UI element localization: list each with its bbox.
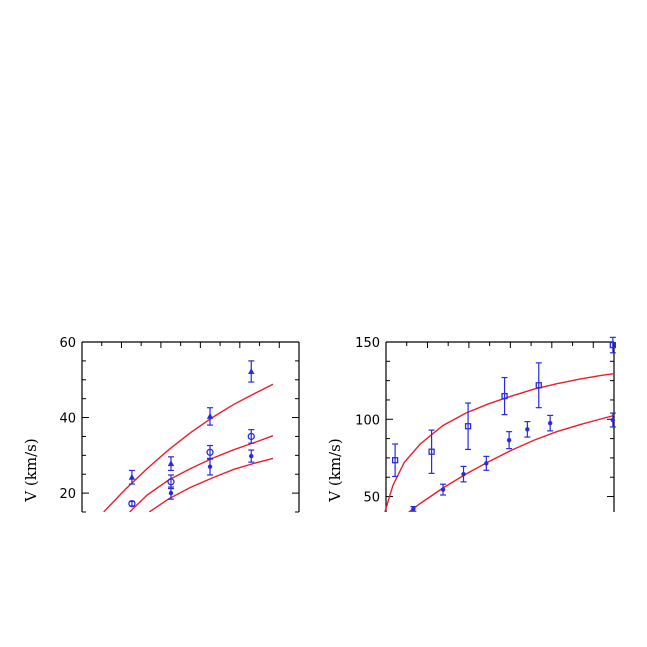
open-circle-marker [128, 500, 136, 508]
left-curves [103, 383, 274, 512]
right-y-tick-label: 100 [355, 413, 380, 428]
open-square-marker [464, 423, 472, 430]
right-model-curve [384, 373, 615, 512]
left-y-tick-label: 40 [59, 412, 76, 427]
right-data-point [609, 412, 616, 428]
open-square-marker [428, 448, 435, 455]
right-data-point [506, 431, 513, 450]
right-model-curve [408, 414, 615, 512]
dot-marker [506, 437, 512, 443]
dot-marker [525, 427, 530, 432]
right-data-point [428, 429, 435, 474]
dot-marker [547, 420, 553, 426]
right-data-point [609, 336, 617, 354]
left-data-point [128, 500, 136, 508]
open-square-marker [501, 392, 508, 400]
left-data-point [248, 360, 255, 383]
right-data-point [535, 362, 542, 409]
left-y-tick-label: 60 [59, 336, 76, 351]
right-curves [384, 373, 615, 512]
left-data-point [206, 407, 214, 426]
dot-marker [484, 461, 489, 466]
right-data-point [464, 402, 472, 451]
left-panel: V (km/s) 20 40 60 [22, 336, 300, 513]
left-data-point [247, 429, 255, 444]
dot-marker [461, 471, 466, 477]
left-y-tick-label: 20 [59, 487, 76, 502]
open-square-marker [609, 341, 617, 349]
left-data-point [167, 486, 174, 500]
right-data-point [501, 376, 508, 416]
dot-marker [411, 506, 416, 512]
left-data-point [206, 444, 214, 460]
left-model-curve [103, 383, 274, 512]
open-circle-marker [247, 432, 255, 441]
right-y-tick-label: 150 [355, 336, 380, 351]
left-data-point [248, 449, 255, 463]
right-data-point [391, 443, 399, 478]
left-data-point [167, 456, 175, 472]
right-data-points [391, 336, 617, 512]
left-data-point [128, 469, 136, 485]
triangle-marker [206, 412, 214, 419]
open-square-marker [535, 382, 542, 389]
left-model-curve [129, 435, 274, 512]
right-y-axis-label: V (km/s) [326, 438, 344, 502]
left-y-axis-label: V (km/s) [22, 438, 40, 502]
right-data-point [547, 414, 554, 432]
dot-marker [440, 487, 446, 492]
left-data-points [128, 360, 255, 508]
triangle-marker [248, 367, 255, 374]
right-data-point [524, 420, 531, 438]
right-data-point [483, 455, 490, 471]
open-circle-marker [206, 448, 214, 456]
left-data-point [207, 457, 214, 476]
dot-marker [249, 453, 254, 459]
open-circle-marker [167, 478, 175, 486]
dot-marker [610, 417, 616, 423]
dot-marker [168, 490, 174, 496]
open-square-marker [391, 457, 399, 464]
right-data-point [440, 483, 446, 496]
right-panel: V (km/s) 50 100 150 [326, 336, 617, 512]
triangle-marker [167, 460, 175, 467]
right-y-tick-label: 50 [363, 491, 380, 506]
right-data-point [410, 505, 417, 512]
dot-marker [207, 464, 213, 469]
right-data-point [460, 465, 467, 483]
triangle-marker [128, 473, 136, 480]
